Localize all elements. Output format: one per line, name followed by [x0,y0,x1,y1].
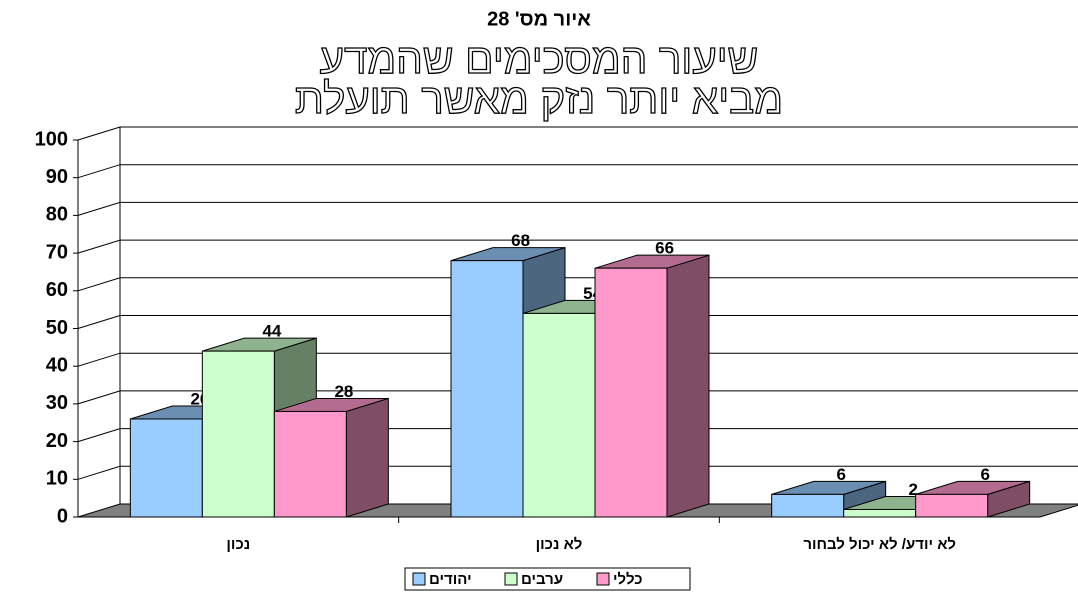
y-tick-label: 50 [46,317,68,339]
y-tick-label: 20 [46,430,68,452]
grid-line [77,465,1078,480]
bar [594,267,668,518]
data-label: 6 [981,465,990,484]
y-tick-label: 60 [46,279,68,301]
data-label: 28 [334,382,353,401]
grid-line [77,201,1078,216]
grid-line [77,352,1078,367]
bar [522,312,596,518]
data-label: 66 [655,239,674,258]
grid-line [77,390,1078,405]
data-label: 44 [262,322,281,341]
y-tick-label: 100 [35,128,68,150]
chart-subtitle: שיעור המסכימים שהמדע [320,35,759,82]
bar [915,493,989,518]
legend-label: כללי [613,571,643,588]
grid-line [77,315,1078,329]
bar [129,418,203,518]
x-tick-label: לא יודע/ לא יכול לבחור [803,536,956,553]
x-tick-label: לא נכון [536,536,583,553]
bar-side [345,397,389,518]
x-tick-label: נכון [226,536,250,553]
y-tick-label: 40 [46,354,68,376]
bar [273,410,347,518]
y-tick-label: 10 [46,468,68,490]
grid-line [77,126,1078,141]
legend-label: ערבים [521,571,563,588]
legend-swatch [596,572,610,586]
data-label: 6 [837,465,846,484]
data-label: 2 [909,480,918,499]
y-tick-label: 70 [46,241,68,263]
grid-line [77,277,1078,292]
bar [771,493,845,518]
legend-box [404,567,691,591]
grid-line [77,428,1078,443]
chart-title: איור מס' 28 [487,8,591,30]
y-tick-label: 80 [46,204,68,226]
y-tick-label: 30 [46,392,68,414]
chart-subtitle: מביא יותר נזק מאשר תועלת [295,75,783,122]
y-tick-label: 0 [57,505,68,527]
bar [843,508,917,518]
grid-line [77,164,1078,179]
bar [201,350,275,518]
bar [450,260,524,518]
data-label: 68 [511,231,530,250]
bar-side [666,254,710,518]
legend-label: יהודים [429,571,472,588]
legend-swatch [504,572,518,586]
grid-line [77,239,1078,254]
y-tick-label: 90 [46,166,68,188]
legend-swatch [412,572,426,586]
